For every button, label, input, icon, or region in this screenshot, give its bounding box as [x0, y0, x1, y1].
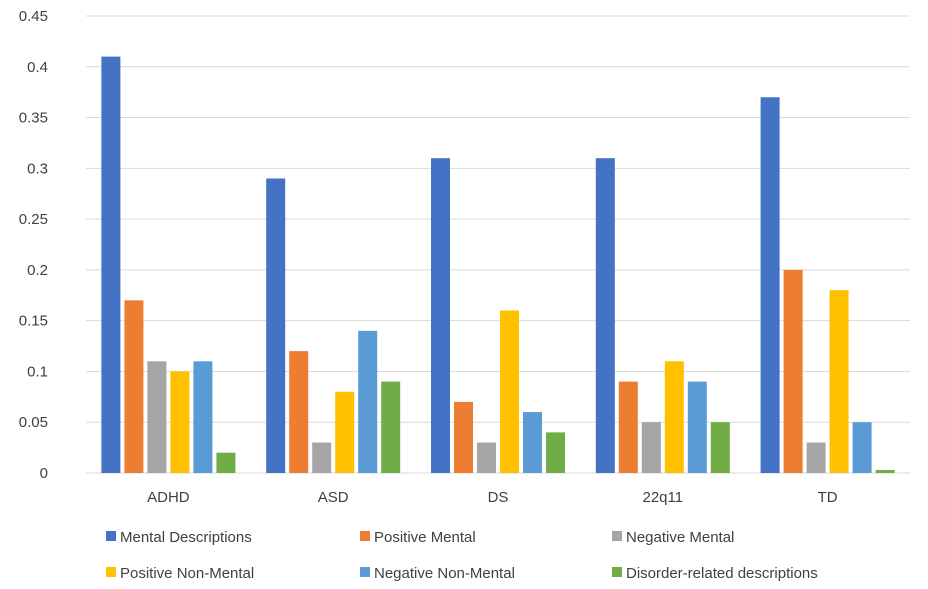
legend-label: Positive Non-Mental [120, 565, 254, 582]
y-tick-label: 0.2 [27, 262, 48, 279]
y-tick-label: 0.3 [27, 160, 48, 177]
y-tick-label: 0.1 [27, 363, 48, 380]
x-category-label: ADHD [147, 489, 190, 506]
legend-swatch [106, 531, 116, 541]
bar-disorder-related-descriptions-adhd [216, 452, 236, 473]
bar-negative-mental-ds [477, 442, 496, 473]
y-tick-label: 0.45 [19, 8, 48, 25]
gridlines [86, 15, 910, 474]
y-tick-label: 0.25 [19, 211, 48, 228]
bar-mental-descriptions-22q11 [595, 158, 615, 473]
x-axis-category-labels: ADHD ASD DS 22q11 TD [147, 489, 838, 506]
bar-positive-non-mental-22q11 [664, 361, 684, 473]
bar-mental-descriptions-ds [431, 158, 450, 473]
bar-negative-non-mental-asd [358, 330, 378, 473]
x-category-label: ASD [318, 489, 349, 506]
bar-negative-non-mental-ds [523, 412, 542, 473]
bar-negative-non-mental-22q11 [687, 381, 707, 473]
y-tick-label: 0.4 [27, 59, 48, 76]
y-axis-tick-labels: 0 0.05 0.1 0.15 0.2 0.25 0.3 0.35 0.4 0.45 [19, 8, 48, 482]
legend-swatch [360, 567, 370, 577]
bar-negative-mental-td [806, 442, 826, 473]
bar-negative-non-mental-td [852, 422, 872, 473]
legend-label: Positive Mental [374, 529, 476, 546]
bar-positive-non-mental-td [829, 290, 849, 473]
y-tick-label: 0.05 [19, 414, 48, 431]
legend-label: Disorder-related descriptions [626, 565, 818, 582]
legend-swatch [106, 567, 116, 577]
bar-disorder-related-descriptions-ds [546, 432, 565, 473]
legend-label: Negative Non-Mental [374, 565, 515, 582]
bar-negative-mental-asd [312, 442, 332, 473]
y-tick-label: 0.15 [19, 313, 48, 330]
bar-negative-mental-22q11 [641, 422, 661, 473]
legend: Mental Descriptions Positive Mental Negati… [106, 529, 818, 582]
bar-positive-mental-adhd [124, 300, 144, 473]
x-category-label: 22q11 [642, 489, 683, 506]
bar-disorder-related-descriptions-td [875, 469, 895, 473]
bar-positive-mental-td [783, 269, 803, 473]
legend-label: Mental Descriptions [120, 529, 252, 546]
legend-swatch [612, 567, 622, 577]
bar-positive-mental-22q11 [618, 381, 638, 473]
bar-positive-non-mental-adhd [170, 371, 190, 473]
bars [101, 56, 895, 473]
bar-positive-non-mental-ds [500, 310, 519, 473]
bar-disorder-related-descriptions-22q11 [710, 422, 730, 473]
bar-negative-non-mental-adhd [193, 361, 213, 473]
y-tick-label: 0 [40, 465, 48, 482]
legend-swatch [360, 531, 370, 541]
bar-mental-descriptions-asd [266, 178, 286, 473]
x-category-label: DS [488, 489, 509, 506]
bar-positive-mental-asd [289, 351, 309, 473]
bar-positive-mental-ds [454, 401, 473, 473]
x-category-label: TD [818, 489, 838, 506]
bar-positive-non-mental-asd [335, 391, 355, 473]
legend-swatch [612, 531, 622, 541]
y-tick-label: 0.35 [19, 110, 48, 127]
bar-mental-descriptions-td [760, 97, 780, 473]
bar-mental-descriptions-adhd [101, 56, 121, 473]
legend-label: Negative Mental [626, 529, 734, 546]
bar-negative-mental-adhd [147, 361, 167, 473]
bar-disorder-related-descriptions-asd [381, 381, 401, 473]
